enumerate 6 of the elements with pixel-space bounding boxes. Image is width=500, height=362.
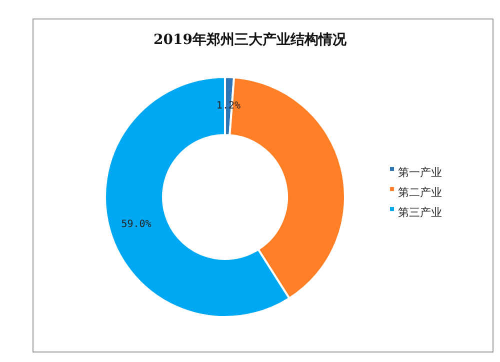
legend-label: 第二产业 xyxy=(398,186,442,200)
chart-title: 2019年郑州三大产业结构情况 xyxy=(154,31,348,48)
data-label: 59.0% xyxy=(121,218,152,230)
legend-label: 第一产业 xyxy=(398,166,442,180)
data-label: 1.2% xyxy=(216,100,241,112)
legend-label: 第三产业 xyxy=(398,206,442,220)
